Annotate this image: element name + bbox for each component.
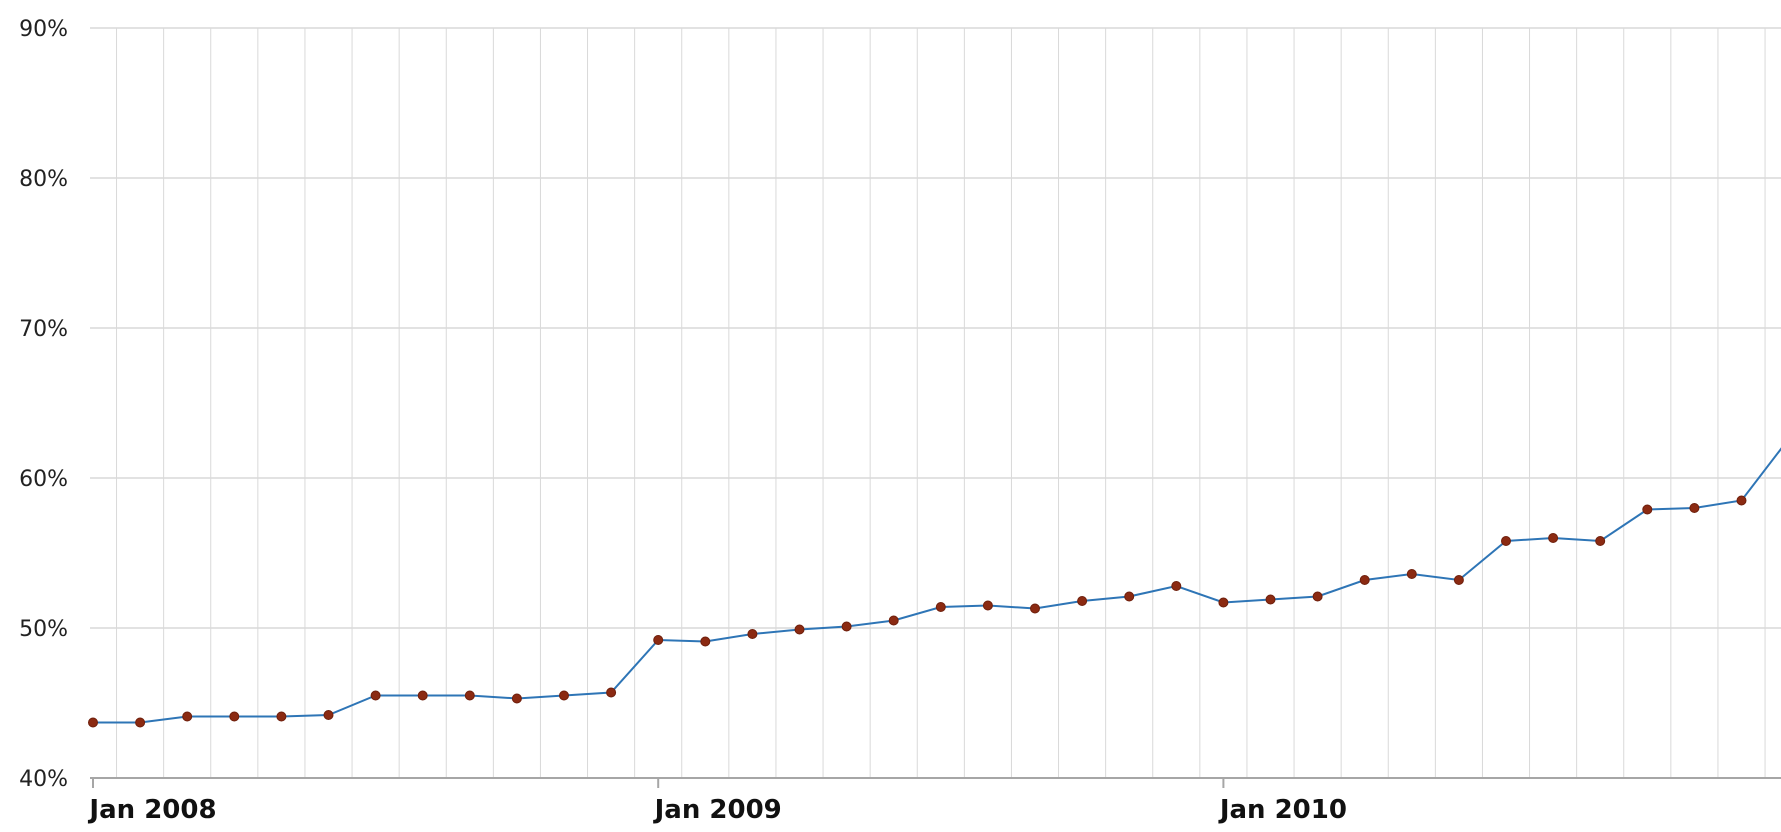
data-point <box>1124 591 1135 602</box>
y-tick-label: 70% <box>19 317 68 342</box>
data-point <box>135 717 146 728</box>
data-point <box>1689 503 1700 513</box>
data-point <box>88 717 98 728</box>
y-tick-label: 90% <box>19 17 68 42</box>
data-point <box>794 624 805 635</box>
data-point <box>1642 504 1653 515</box>
y-tick-label: 40% <box>19 767 68 792</box>
data-point <box>935 602 946 612</box>
data-point <box>700 636 711 647</box>
series-line <box>93 447 1781 724</box>
data-point <box>511 693 522 704</box>
y-tick-label: 60% <box>19 467 68 492</box>
data-point <box>464 690 475 701</box>
x-tick-label: Jan 2009 <box>653 795 782 825</box>
data-point <box>888 615 899 626</box>
data-point <box>1548 533 1559 543</box>
data-point <box>1265 594 1276 605</box>
data-point <box>982 600 993 611</box>
data-point <box>1218 597 1229 608</box>
data-point <box>841 621 852 632</box>
data-point <box>370 690 381 701</box>
data-point <box>1595 536 1606 546</box>
x-axis <box>92 778 1225 788</box>
data-point <box>229 711 240 722</box>
data-point <box>182 711 193 722</box>
data-point <box>1736 495 1747 506</box>
data-point <box>323 710 334 720</box>
data-point <box>606 687 617 698</box>
data-point <box>747 629 758 639</box>
data-point <box>1171 581 1182 591</box>
data-point <box>559 690 569 701</box>
data-series <box>88 447 1781 728</box>
data-point <box>1359 575 1370 585</box>
data-point <box>653 635 664 645</box>
data-point <box>1030 603 1040 614</box>
data-point <box>1312 591 1323 602</box>
horizontal-gridlines <box>90 27 1781 779</box>
x-tick-label: Jan 2010 <box>1218 795 1347 825</box>
data-point <box>1406 569 1417 579</box>
data-point <box>1077 596 1088 606</box>
vertical-gridlines <box>116 28 1766 778</box>
x-tick-label: Jan 2008 <box>87 795 216 825</box>
data-point <box>1501 536 1511 546</box>
data-point <box>417 690 428 701</box>
y-tick-label: 80% <box>19 167 68 192</box>
data-point <box>1453 575 1464 585</box>
data-point <box>276 711 287 722</box>
y-tick-label: 50% <box>19 617 68 642</box>
y-axis-tick-labels: 40% 50% 60% 70% 80% 90% <box>19 17 68 792</box>
